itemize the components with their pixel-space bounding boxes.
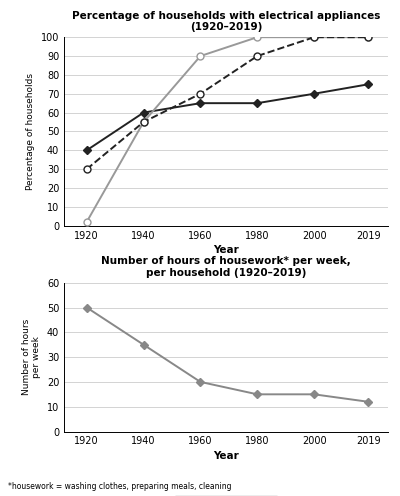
X-axis label: Year: Year [213,245,239,255]
Title: Percentage of households with electrical appliances
(1920–2019): Percentage of households with electrical… [72,10,380,32]
Legend: Washing machine, Refrigerator, Vacuum cleaner: Washing machine, Refrigerator, Vacuum cl… [75,287,377,305]
Y-axis label: Percentage of households: Percentage of households [26,73,35,190]
Title: Number of hours of housework* per week,
per household (1920–2019): Number of hours of housework* per week, … [101,256,351,278]
Text: *housework = washing clothes, preparing meals, cleaning: *housework = washing clothes, preparing … [8,482,232,491]
Y-axis label: Number of hours
per week: Number of hours per week [22,319,41,395]
X-axis label: Year: Year [213,450,239,461]
